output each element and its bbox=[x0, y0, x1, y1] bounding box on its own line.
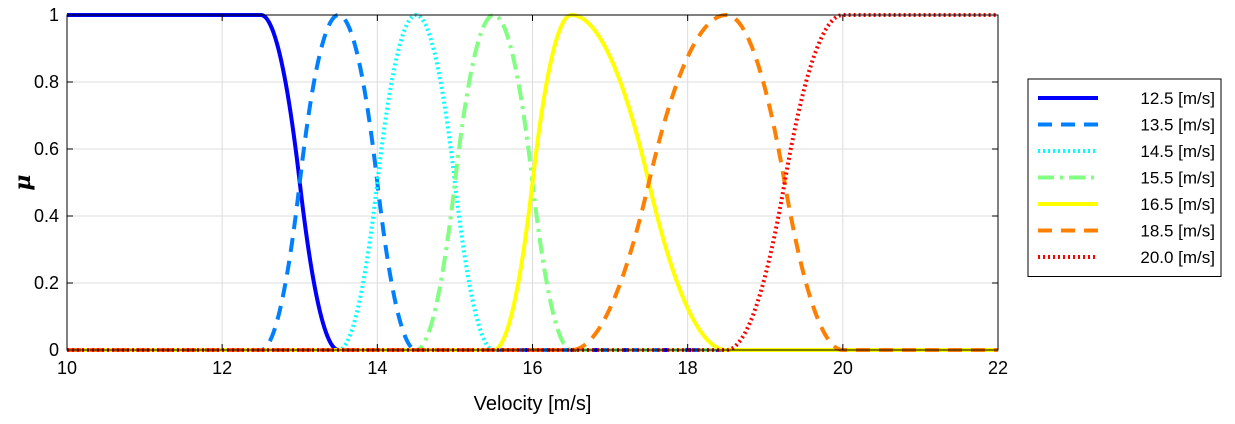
legend-entry-label: 14.5 [m/s] bbox=[1140, 142, 1215, 161]
x-axis-label: Velocity [m/s] bbox=[474, 393, 592, 415]
legend-entry-label: 18.5 [m/s] bbox=[1140, 222, 1215, 241]
x-tick-label: 12 bbox=[212, 358, 232, 378]
legend-entry-label: 15.5 [m/s] bbox=[1140, 169, 1215, 188]
y-tick-label: 1 bbox=[49, 5, 59, 25]
legend-entry-label: 12.5 [m/s] bbox=[1140, 89, 1215, 108]
y-tick-label: 0.2 bbox=[34, 273, 59, 293]
y-tick-label: 0.4 bbox=[34, 206, 59, 226]
y-axis-label: μ bbox=[10, 174, 36, 190]
y-tick-label: 0.6 bbox=[34, 139, 59, 159]
x-tick-label: 18 bbox=[678, 358, 698, 378]
axis-ticks: 10 12 14 16 18 20 22 0 0.2 0.4 0.6 0.8 1 bbox=[34, 5, 1008, 378]
x-tick-label: 10 bbox=[57, 358, 77, 378]
legend-entry-label: 13.5 [m/s] bbox=[1140, 116, 1215, 135]
x-tick-label: 22 bbox=[988, 358, 1008, 378]
x-tick-label: 14 bbox=[367, 358, 387, 378]
legend-entry-label: 16.5 [m/s] bbox=[1140, 195, 1215, 214]
legend: 12.5 [m/s] 13.5 [m/s] 14.5 [m/s] 15.5 [m/s]… bbox=[1027, 78, 1222, 277]
y-tick-label: 0 bbox=[49, 340, 59, 360]
y-tick-label: 0.8 bbox=[34, 72, 59, 92]
x-tick-label: 20 bbox=[833, 358, 853, 378]
x-tick-label: 16 bbox=[522, 358, 542, 378]
legend-entry-label: 20.0 [m/s] bbox=[1140, 248, 1215, 267]
